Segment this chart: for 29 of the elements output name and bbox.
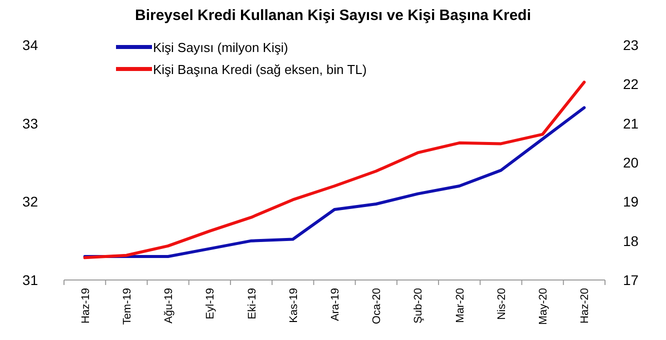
y-tick-label: 31 [22, 272, 38, 288]
x-tick-label: Ağu-19 [163, 288, 176, 324]
y-tick-label: 33 [22, 115, 38, 132]
x-tick-label: Mar-20 [454, 288, 466, 323]
x-tick-label: May-20 [538, 288, 550, 325]
x-tick-label: Haz-20 [579, 288, 592, 324]
y2-tick-label: 19 [623, 194, 639, 210]
x-tick-label: Eki-19 [246, 288, 258, 320]
y2-tick-label: 22 [623, 76, 639, 92]
x-tick-label: Haz-19 [80, 288, 92, 324]
x-tick-label: Ara-19 [330, 288, 342, 322]
chart-title: Bireysel Kredi Kullanan Kişi Sayısı ve Kişi Başına Kredi [135, 7, 531, 24]
y2-tick-label: 20 [623, 154, 639, 170]
legend-label: Kişi Başına Kredi (sağ eksen, bin TL) [153, 62, 367, 77]
y2-tick-label: 23 [623, 37, 639, 53]
line-series [83, 80, 586, 260]
legend-label: Kişi Sayısı (milyon Kişi) [153, 40, 288, 55]
x-tick-label: Tem-19 [121, 288, 134, 325]
y-tick-label: 32 [22, 194, 38, 210]
line-series [83, 106, 586, 258]
y2-tick-label: 21 [623, 115, 639, 132]
x-tick-label: Şub-20 [412, 288, 425, 324]
x-tick-label: Eyl-19 [204, 288, 217, 320]
x-tick-label: Kas-19 [288, 288, 300, 323]
y2-tick-label: 18 [623, 232, 639, 249]
x-tick-label: Oca-20 [371, 288, 384, 324]
y2-tick-label: 17 [623, 272, 639, 288]
x-tick-label: Nis-20 [496, 288, 508, 320]
y-tick-label: 34 [22, 37, 38, 53]
